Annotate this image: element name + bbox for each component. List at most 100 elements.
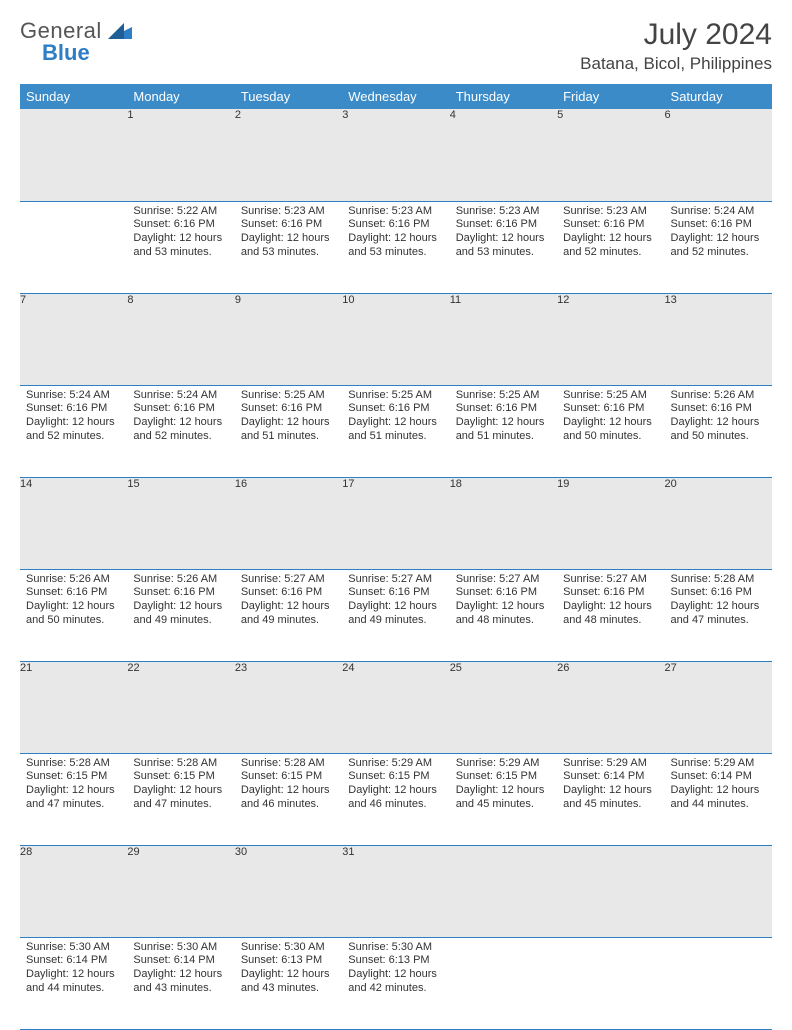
day-cell: Sunrise: 5:24 AMSunset: 6:16 PMDaylight:… bbox=[665, 201, 772, 293]
sunrise-text: Sunrise: 5:23 AM bbox=[348, 205, 443, 219]
daylight-text: Daylight: 12 hours and 51 minutes. bbox=[348, 416, 443, 444]
day-cell bbox=[665, 937, 772, 1029]
brand-name-2: Blue bbox=[42, 40, 132, 66]
location-subtitle: Batana, Bicol, Philippines bbox=[580, 54, 772, 74]
daylight-text: Daylight: 12 hours and 52 minutes. bbox=[133, 416, 228, 444]
day-cell: Sunrise: 5:27 AMSunset: 6:16 PMDaylight:… bbox=[557, 569, 664, 661]
day-number: 11 bbox=[450, 293, 557, 385]
day-number bbox=[665, 845, 772, 937]
weekday-header: Thursday bbox=[450, 84, 557, 109]
sunset-text: Sunset: 6:16 PM bbox=[671, 218, 766, 232]
daylight-text: Daylight: 12 hours and 45 minutes. bbox=[456, 784, 551, 812]
sunrise-text: Sunrise: 5:25 AM bbox=[348, 389, 443, 403]
sunrise-text: Sunrise: 5:29 AM bbox=[563, 757, 658, 771]
sunset-text: Sunset: 6:14 PM bbox=[671, 770, 766, 784]
day-number: 10 bbox=[342, 293, 449, 385]
sunrise-text: Sunrise: 5:30 AM bbox=[241, 941, 336, 955]
day-cell: Sunrise: 5:22 AMSunset: 6:16 PMDaylight:… bbox=[127, 201, 234, 293]
day-cell: Sunrise: 5:23 AMSunset: 6:16 PMDaylight:… bbox=[450, 201, 557, 293]
sunrise-text: Sunrise: 5:29 AM bbox=[456, 757, 551, 771]
day-cell: Sunrise: 5:23 AMSunset: 6:16 PMDaylight:… bbox=[557, 201, 664, 293]
day-number: 9 bbox=[235, 293, 342, 385]
sunset-text: Sunset: 6:16 PM bbox=[241, 402, 336, 416]
day-cell: Sunrise: 5:23 AMSunset: 6:16 PMDaylight:… bbox=[342, 201, 449, 293]
sunset-text: Sunset: 6:13 PM bbox=[241, 954, 336, 968]
day-cell: Sunrise: 5:27 AMSunset: 6:16 PMDaylight:… bbox=[235, 569, 342, 661]
sunrise-text: Sunrise: 5:25 AM bbox=[241, 389, 336, 403]
day-cell: Sunrise: 5:30 AMSunset: 6:13 PMDaylight:… bbox=[342, 937, 449, 1029]
sunset-text: Sunset: 6:16 PM bbox=[133, 218, 228, 232]
day-number: 31 bbox=[342, 845, 449, 937]
weekday-header: Sunday bbox=[20, 84, 127, 109]
daylight-text: Daylight: 12 hours and 48 minutes. bbox=[563, 600, 658, 628]
week-row: Sunrise: 5:22 AMSunset: 6:16 PMDaylight:… bbox=[20, 201, 772, 293]
sunrise-text: Sunrise: 5:28 AM bbox=[241, 757, 336, 771]
daylight-text: Daylight: 12 hours and 45 minutes. bbox=[563, 784, 658, 812]
weekday-header: Saturday bbox=[665, 84, 772, 109]
sunrise-text: Sunrise: 5:28 AM bbox=[133, 757, 228, 771]
sunrise-text: Sunrise: 5:26 AM bbox=[133, 573, 228, 587]
day-number bbox=[557, 845, 664, 937]
day-cell: Sunrise: 5:28 AMSunset: 6:16 PMDaylight:… bbox=[665, 569, 772, 661]
daylight-text: Daylight: 12 hours and 49 minutes. bbox=[348, 600, 443, 628]
sunset-text: Sunset: 6:14 PM bbox=[26, 954, 121, 968]
day-number-row: 21222324252627 bbox=[20, 661, 772, 753]
daylight-text: Daylight: 12 hours and 43 minutes. bbox=[241, 968, 336, 996]
sunset-text: Sunset: 6:15 PM bbox=[241, 770, 336, 784]
daylight-text: Daylight: 12 hours and 52 minutes. bbox=[671, 232, 766, 260]
day-number: 24 bbox=[342, 661, 449, 753]
brand-name-1: General bbox=[20, 18, 102, 43]
day-cell: Sunrise: 5:26 AMSunset: 6:16 PMDaylight:… bbox=[665, 385, 772, 477]
day-number: 23 bbox=[235, 661, 342, 753]
day-number: 5 bbox=[557, 109, 664, 201]
sunset-text: Sunset: 6:16 PM bbox=[133, 586, 228, 600]
day-cell: Sunrise: 5:29 AMSunset: 6:14 PMDaylight:… bbox=[665, 753, 772, 845]
day-cell bbox=[450, 937, 557, 1029]
day-cell: Sunrise: 5:29 AMSunset: 6:15 PMDaylight:… bbox=[342, 753, 449, 845]
sunset-text: Sunset: 6:16 PM bbox=[563, 218, 658, 232]
sunrise-text: Sunrise: 5:23 AM bbox=[241, 205, 336, 219]
sunset-text: Sunset: 6:16 PM bbox=[241, 586, 336, 600]
sunset-text: Sunset: 6:15 PM bbox=[348, 770, 443, 784]
sunset-text: Sunset: 6:16 PM bbox=[456, 218, 551, 232]
sunrise-text: Sunrise: 5:23 AM bbox=[456, 205, 551, 219]
daylight-text: Daylight: 12 hours and 53 minutes. bbox=[241, 232, 336, 260]
brand-logo: General Blue bbox=[20, 18, 132, 66]
sunrise-text: Sunrise: 5:30 AM bbox=[26, 941, 121, 955]
day-cell: Sunrise: 5:23 AMSunset: 6:16 PMDaylight:… bbox=[235, 201, 342, 293]
sunset-text: Sunset: 6:16 PM bbox=[26, 586, 121, 600]
sunrise-text: Sunrise: 5:24 AM bbox=[671, 205, 766, 219]
day-cell: Sunrise: 5:30 AMSunset: 6:14 PMDaylight:… bbox=[127, 937, 234, 1029]
day-cell: Sunrise: 5:24 AMSunset: 6:16 PMDaylight:… bbox=[127, 385, 234, 477]
day-number-row: 28293031 bbox=[20, 845, 772, 937]
daylight-text: Daylight: 12 hours and 46 minutes. bbox=[348, 784, 443, 812]
sunset-text: Sunset: 6:16 PM bbox=[133, 402, 228, 416]
day-number: 27 bbox=[665, 661, 772, 753]
day-number: 4 bbox=[450, 109, 557, 201]
day-cell: Sunrise: 5:30 AMSunset: 6:14 PMDaylight:… bbox=[20, 937, 127, 1029]
sunrise-text: Sunrise: 5:27 AM bbox=[348, 573, 443, 587]
daylight-text: Daylight: 12 hours and 53 minutes. bbox=[133, 232, 228, 260]
daylight-text: Daylight: 12 hours and 50 minutes. bbox=[671, 416, 766, 444]
daylight-text: Daylight: 12 hours and 46 minutes. bbox=[241, 784, 336, 812]
title-block: July 2024 Batana, Bicol, Philippines bbox=[580, 18, 772, 74]
week-row: Sunrise: 5:30 AMSunset: 6:14 PMDaylight:… bbox=[20, 937, 772, 1029]
calendar-body: 123456Sunrise: 5:22 AMSunset: 6:16 PMDay… bbox=[20, 109, 772, 1029]
day-cell: Sunrise: 5:26 AMSunset: 6:16 PMDaylight:… bbox=[20, 569, 127, 661]
day-number-row: 78910111213 bbox=[20, 293, 772, 385]
sunrise-text: Sunrise: 5:23 AM bbox=[563, 205, 658, 219]
sunrise-text: Sunrise: 5:24 AM bbox=[26, 389, 121, 403]
daylight-text: Daylight: 12 hours and 49 minutes. bbox=[241, 600, 336, 628]
daylight-text: Daylight: 12 hours and 51 minutes. bbox=[456, 416, 551, 444]
day-number: 30 bbox=[235, 845, 342, 937]
weekday-header: Tuesday bbox=[235, 84, 342, 109]
daylight-text: Daylight: 12 hours and 47 minutes. bbox=[671, 600, 766, 628]
sunrise-text: Sunrise: 5:30 AM bbox=[133, 941, 228, 955]
sunset-text: Sunset: 6:16 PM bbox=[348, 218, 443, 232]
daylight-text: Daylight: 12 hours and 52 minutes. bbox=[563, 232, 658, 260]
day-number: 14 bbox=[20, 477, 127, 569]
sunset-text: Sunset: 6:16 PM bbox=[456, 586, 551, 600]
day-cell bbox=[557, 937, 664, 1029]
day-number: 15 bbox=[127, 477, 234, 569]
day-cell: Sunrise: 5:28 AMSunset: 6:15 PMDaylight:… bbox=[235, 753, 342, 845]
